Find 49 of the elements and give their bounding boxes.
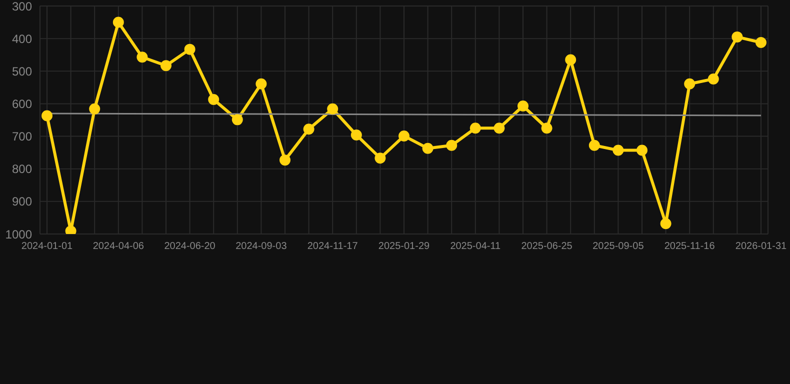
point	[89, 103, 100, 114]
point	[494, 122, 505, 134]
point	[470, 122, 481, 134]
point	[588, 140, 600, 151]
point	[398, 130, 410, 142]
point	[612, 144, 624, 156]
x-tick-label: 2024-06-20	[164, 241, 216, 252]
point	[208, 94, 220, 105]
x-tick-label: 2025-04-11	[450, 241, 502, 252]
point	[636, 144, 648, 156]
point	[422, 142, 434, 154]
x-tick-label: 2024-01-01	[21, 241, 74, 252]
point	[42, 110, 52, 122]
point	[350, 129, 362, 140]
point	[518, 100, 528, 112]
y-tick-label: 500	[12, 64, 32, 78]
point	[708, 73, 719, 84]
point	[374, 152, 386, 164]
y-tick-label: 800	[12, 162, 32, 176]
point	[541, 122, 552, 134]
point	[660, 218, 672, 230]
x-tick-label: 2026-01-31	[735, 241, 788, 252]
point	[565, 54, 576, 66]
point	[184, 44, 196, 55]
point	[232, 114, 243, 126]
point	[280, 154, 290, 166]
x-tick-label: 2024-09-03	[236, 241, 288, 252]
x-tick-label: 2025-06-25	[521, 241, 573, 252]
y-tick-label: 600	[12, 96, 32, 111]
x-tick-label: 2024-04-06	[92, 241, 144, 252]
point	[327, 103, 338, 114]
point	[303, 124, 314, 135]
y-tick-label: 900	[12, 194, 32, 209]
x-tick-label: 2024-11-17	[307, 241, 358, 252]
point	[732, 31, 743, 42]
x-tick-label: 2025-09-05	[592, 241, 644, 252]
point	[160, 60, 172, 72]
point	[112, 16, 124, 28]
y-tick-label: 700	[12, 130, 32, 144]
point	[136, 52, 148, 63]
x-tick-label: 2025-01-29	[378, 241, 430, 252]
point	[684, 78, 696, 90]
y-tick-label: 400	[12, 32, 32, 46]
y-tick-label: 300	[12, 0, 32, 14]
point	[446, 140, 458, 151]
x-tick-label: 2025-11-16	[664, 241, 716, 252]
point	[256, 78, 267, 90]
point	[756, 36, 766, 48]
y-tick-label: 1000	[5, 227, 32, 242]
